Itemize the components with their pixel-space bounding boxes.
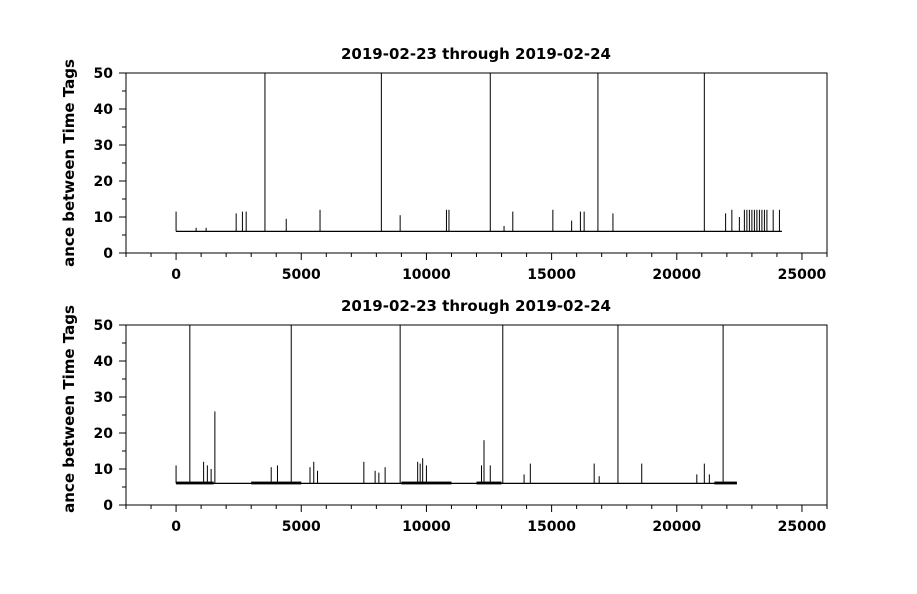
y-axis-label: ance between Time Tags — [60, 59, 78, 267]
y-axis-label: ance between Time Tags — [60, 305, 78, 513]
x-tick-label: 20000 — [652, 267, 701, 283]
x-tick-label: 10000 — [402, 267, 451, 283]
y-tick-label: 50 — [94, 66, 114, 82]
x-tick-label: 0 — [171, 519, 181, 535]
chart-title: 2019-02-23 through 2019-02-24 — [341, 297, 611, 315]
y-tick-label: 0 — [103, 498, 113, 514]
x-tick-label: 5000 — [282, 519, 321, 535]
x-tick-label: 20000 — [652, 519, 701, 535]
x-tick-label: 25000 — [778, 519, 827, 535]
series-noise-band — [714, 481, 737, 485]
x-tick-label: 10000 — [402, 519, 451, 535]
y-tick-label: 20 — [94, 426, 114, 442]
y-tick-label: 30 — [94, 390, 114, 406]
plot-frame — [125, 324, 828, 506]
y-tick-label: 40 — [94, 354, 114, 370]
x-tick-label: 0 — [171, 267, 181, 283]
x-tick-label: 15000 — [527, 519, 576, 535]
x-tick-label: 25000 — [778, 267, 827, 283]
y-tick-label: 50 — [94, 318, 114, 334]
y-tick-label: 0 — [103, 246, 113, 262]
axis-ticks: 0 10 20 30 40 50 0 5000 10000 15000 20000 25000 — [94, 66, 828, 283]
series-noise-band — [176, 481, 214, 485]
x-tick-label: 5000 — [282, 267, 321, 283]
x-tick-label: 15000 — [527, 267, 576, 283]
plot-frame — [125, 72, 828, 254]
y-tick-label: 40 — [94, 102, 114, 118]
y-tick-label: 10 — [94, 462, 114, 478]
chart-panel-top: 2019-02-23 through 2019-02-24 ance betwe… — [60, 45, 828, 283]
chart-panel-bottom: 2019-02-23 through 2019-02-24 ance betwe… — [60, 297, 828, 535]
y-tick-label: 10 — [94, 210, 114, 226]
y-tick-label: 30 — [94, 138, 114, 154]
y-tick-label: 20 — [94, 174, 114, 190]
data-series — [175, 325, 737, 485]
series-noise-band — [251, 481, 302, 485]
data-series — [175, 73, 782, 232]
series-noise-band — [476, 481, 502, 485]
chart-title: 2019-02-23 through 2019-02-24 — [341, 45, 611, 63]
axis-ticks: 0 10 20 30 40 50 0 5000 10000 15000 20000 25000 — [94, 318, 828, 535]
